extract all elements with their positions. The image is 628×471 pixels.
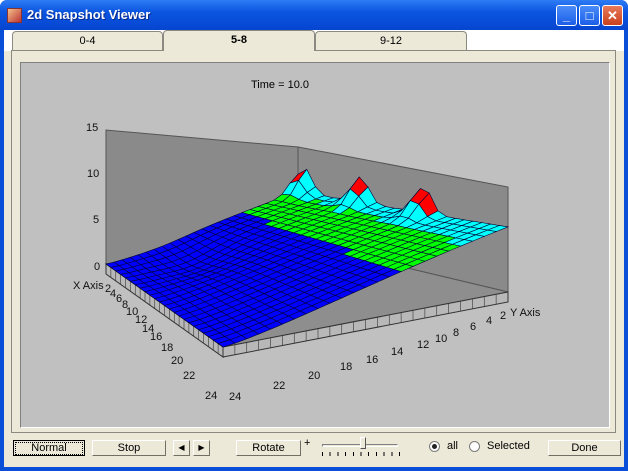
y-tick-label: 24 <box>229 391 241 403</box>
x-tick-label: 20 <box>171 355 183 367</box>
tab-5-8[interactable]: 5-8 <box>163 30 315 51</box>
surface-cell <box>217 339 236 348</box>
z-tick-label: 0 <box>94 261 100 273</box>
y-tick-label: 12 <box>417 339 429 351</box>
rotate-button[interactable]: Rotate <box>236 440 301 456</box>
normal-button-label: Normal <box>15 442 83 455</box>
x-tick-label: 4 <box>110 288 116 300</box>
minimize-button[interactable]: _ <box>556 5 577 26</box>
tab-panel: Time = 10.0 0 5 10 15 2 4 6 8 10 12 14 16 18 20 22 24 2 4… <box>11 50 616 433</box>
x-tick-label: 8 <box>122 299 128 311</box>
x-axis-label: X Axis <box>73 280 104 292</box>
app-icon <box>7 8 22 23</box>
speed-slider-thumb[interactable] <box>360 437 366 449</box>
window-title: 2d Snapshot Viewer <box>27 7 151 22</box>
x-tick-label: 16 <box>150 331 162 343</box>
y-tick-label: 2 <box>500 310 506 322</box>
surface-mesh <box>105 168 510 348</box>
y-tick-label: 8 <box>453 327 459 339</box>
slider-ticks <box>322 452 400 456</box>
x-tick-label: 14 <box>142 323 154 335</box>
x-tick-label: 6 <box>116 293 122 305</box>
x-tick-label: 22 <box>183 370 195 382</box>
x-tick-label: 12 <box>135 314 147 326</box>
y-tick-label: 20 <box>308 370 320 382</box>
title-bar[interactable]: 2d Snapshot Viewer _ □ ✕ <box>0 0 628 30</box>
x-tick-label: 18 <box>161 342 173 354</box>
tab-9-12[interactable]: 9-12 <box>315 31 467 51</box>
z-tick-label: 15 <box>86 122 98 134</box>
y-tick-label: 6 <box>470 321 476 333</box>
y-tick-label: 22 <box>273 380 285 392</box>
maximize-button[interactable]: □ <box>579 5 600 26</box>
y-tick-label: 16 <box>366 354 378 366</box>
radio-all-label: all <box>447 440 459 452</box>
tab-0-4[interactable]: 0-4 <box>12 31 163 51</box>
radio-all[interactable] <box>429 441 440 452</box>
surface-plot[interactable]: Time = 10.0 0 5 10 15 2 4 6 8 10 12 14 16 18 20 22 24 2 4… <box>20 62 610 428</box>
x-tick-label: 24 <box>205 390 217 402</box>
x-tick-label: 10 <box>126 306 138 318</box>
normal-button[interactable]: Normal <box>13 440 85 456</box>
stop-button[interactable]: Stop <box>92 440 166 456</box>
y-tick-label: 18 <box>340 361 352 373</box>
y-tick-label: 4 <box>486 315 492 327</box>
z-tick-label: 5 <box>93 214 99 226</box>
next-button[interactable]: ▶ <box>193 440 210 456</box>
time-label: Time = 10.0 <box>251 79 309 91</box>
x-tick-label: 2 <box>105 283 111 295</box>
y-tick-label: 10 <box>435 333 447 345</box>
radio-selected[interactable] <box>469 441 480 452</box>
done-button[interactable]: Done <box>548 440 621 456</box>
z-tick-label: 10 <box>87 168 99 180</box>
plus-label: + <box>304 437 311 449</box>
y-axis-label: Y Axis <box>510 307 541 319</box>
y-tick-label: 14 <box>391 346 403 358</box>
client-area: 0-4 5-8 9-12 Time = 10.0 0 5 10 15 2 4 6 8 10 12 1… <box>4 30 624 467</box>
prev-button[interactable]: ◀ <box>173 440 190 456</box>
close-button[interactable]: ✕ <box>602 5 623 26</box>
radio-selected-label: Selected <box>487 440 530 452</box>
